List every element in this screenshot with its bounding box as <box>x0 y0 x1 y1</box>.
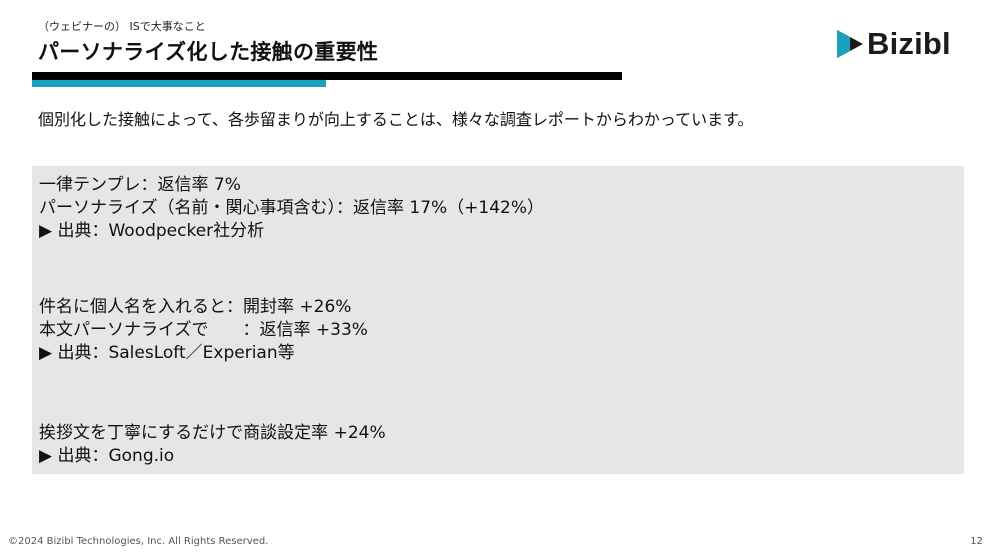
stats-panel: 一律テンプレ：返信率 7% パーソナライズ（名前・関心事項含む）：返信率 17%… <box>32 166 964 474</box>
page-number: 12 <box>970 536 983 547</box>
stat-line-subject-open: 件名に個人名を入れると：開封率 +26% <box>39 297 352 317</box>
stat-line-personalized-reply: パーソナライズ（名前・関心事項含む）：返信率 17%（+142%） <box>39 198 545 218</box>
stat-line-body-reply: 本文パーソナライズで ：返信率 +33% <box>39 320 368 340</box>
intro-text: 個別化した接触によって、各歩留まりが向上することは、様々な調査レポートからわかっ… <box>38 110 754 129</box>
source-line-woodpecker: ▶ 出典：Woodpecker社分析 <box>39 221 265 241</box>
title-underline-accent <box>32 80 326 87</box>
source-line-gong: ▶ 出典：Gong.io <box>39 446 175 466</box>
page-title: パーソナライズ化した接触の重要性 <box>38 40 379 64</box>
stat-line-greeting-meetings: 挨拶文を丁寧にするだけで商談設定率 +24% <box>39 423 386 443</box>
stat-line-template-reply: 一律テンプレ：返信率 7% <box>39 175 241 195</box>
title-underline-black <box>32 72 622 80</box>
bizibl-play-mark-icon <box>837 30 863 58</box>
source-line-salesloft: ▶ 出典：SalesLoft／Experian等 <box>39 343 295 363</box>
eyebrow-label: （ウェビナーの） ISで大事なこと <box>38 20 206 33</box>
footer-copyright: ©2024 Bizibl Technologies, Inc. All Righ… <box>8 536 269 547</box>
logo-text: Bizibl <box>867 26 951 61</box>
bizibl-logo: Bizibl <box>835 26 951 62</box>
